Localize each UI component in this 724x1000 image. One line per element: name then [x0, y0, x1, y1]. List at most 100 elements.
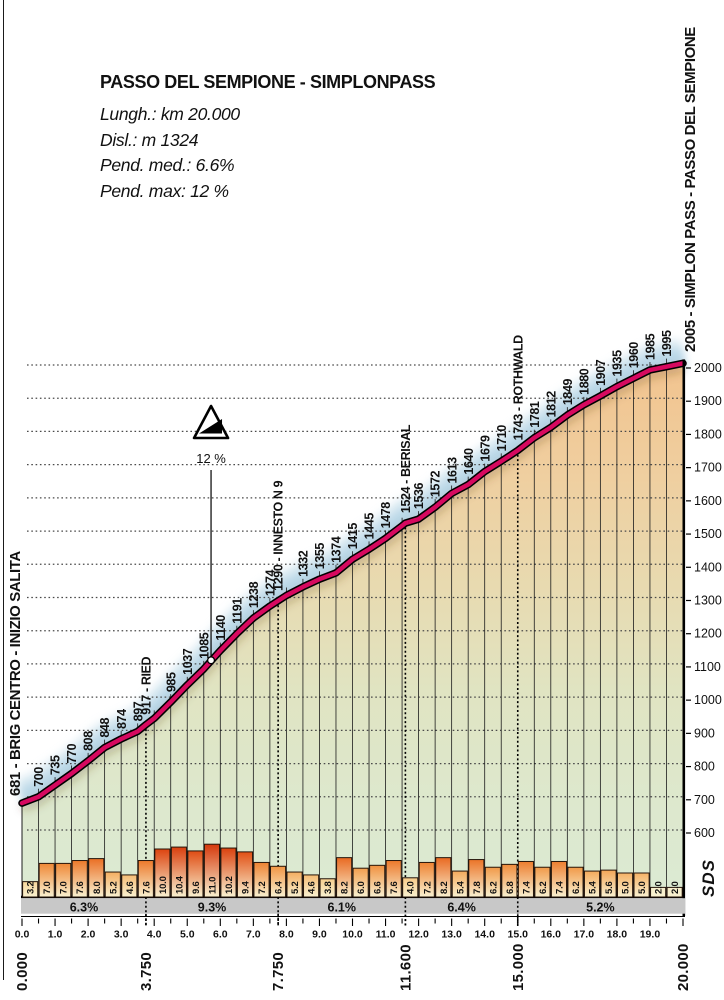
gradient-bar: [666, 886, 683, 898]
gradient-bar: [385, 860, 402, 898]
x-tick-label: 6.0: [213, 929, 228, 941]
gradient-bar: [567, 866, 584, 898]
stat-length: Lungh.: km 20.000: [100, 104, 240, 124]
x-tick-label: 15.0: [508, 929, 529, 941]
gradient-bar: [253, 861, 270, 898]
km-marker-label: 0.000: [14, 952, 31, 991]
bar-value-label: 3.2: [26, 881, 37, 894]
elevation-label: 848: [98, 718, 112, 738]
elevation-label: 897: [131, 701, 145, 721]
elevation-label: 735: [49, 755, 63, 775]
bar-value-label: 6.6: [373, 881, 384, 894]
header: PASSO DEL SEMPIONE - SIMPLONPASS Lungh.:…: [100, 72, 436, 204]
bar-value-label: 7.0: [42, 881, 53, 894]
gradient-bar: [88, 858, 105, 898]
bar-value-label: 2.0: [654, 881, 665, 894]
y-tick-label: 800: [694, 760, 715, 774]
elevation-label: 1710: [495, 425, 509, 452]
bar-value-label: 7.8: [472, 881, 483, 894]
elevation-label: 1743 - ROTHWALD: [511, 335, 525, 440]
elevation-label: 1781: [528, 401, 542, 428]
max-gradient-marker: 12 %: [192, 404, 230, 665]
elevation-label: 1478: [379, 502, 393, 529]
y-tick-label: 700: [694, 793, 715, 807]
bar-value-label: 5.6: [604, 881, 615, 894]
y-tick-label: 1400: [694, 560, 722, 574]
gradient-bar: [187, 850, 204, 898]
bar-value-label: 4.6: [125, 881, 136, 894]
x-tick-label: 13.0: [441, 929, 462, 941]
gradient-bar: [352, 867, 369, 898]
elevation-label: 1679: [478, 435, 492, 462]
page-title: PASSO DEL SEMPIONE - SIMPLONPASS: [100, 72, 436, 92]
gradient-bar: [38, 862, 55, 898]
gradient-bar: [418, 861, 435, 898]
y-tick-label: 1700: [694, 461, 722, 475]
section-label: 9.3%: [198, 901, 227, 915]
x-tick-label: 7.0: [246, 929, 261, 941]
elevation-label: 1985: [644, 333, 658, 360]
y-tick-label: 1200: [694, 627, 722, 641]
elevation-label: 1613: [445, 457, 459, 484]
stat-elevation-gain: Disl.: m 1324: [100, 129, 199, 150]
gradient-bar: [451, 870, 468, 898]
bar-value-label: 7.6: [141, 881, 152, 894]
x-tick-label: 11.0: [376, 929, 396, 941]
y-tick-label: 1600: [694, 494, 722, 508]
bar-value-label: 6.2: [538, 881, 549, 894]
elevation-label: 1995: [660, 330, 674, 357]
y-tick-label: 1000: [694, 693, 722, 707]
elevation-label: 700: [32, 767, 46, 787]
x-tick-label: 17.0: [574, 929, 595, 941]
elevation-label: 1415: [346, 523, 360, 550]
x-tick-label: 2.0: [81, 929, 96, 941]
bar-value-label: 2.0: [670, 881, 681, 894]
elevation-label: 1274: [263, 569, 277, 596]
gradient-bar: [203, 843, 220, 898]
gradient-bar: [435, 857, 452, 898]
x-tick-label: 4.0: [147, 929, 162, 941]
km-marker-label: 20.000: [675, 943, 692, 991]
x-tick-label: 0.0: [15, 929, 30, 941]
gradient-bar: [600, 869, 617, 898]
elevation-label: 770: [65, 743, 79, 763]
gradient-bar: [517, 860, 534, 898]
end-label: 2005 - SIMPLON PASS - PASSO DEL SEMPIONE: [682, 27, 699, 352]
x-tick-label: 16.0: [541, 929, 562, 941]
gradient-bar: [286, 871, 303, 898]
bar-value-label: 7.6: [75, 881, 86, 894]
elevation-label: 1332: [297, 550, 311, 577]
bar-value-label: 6.4: [274, 880, 285, 894]
bar-value-label: 7.6: [389, 881, 400, 894]
elevation-label: 1085: [197, 632, 211, 659]
y-tick-label: 2000: [694, 361, 722, 375]
elevation-label: 1374: [330, 536, 344, 563]
sds-logo: SDS: [699, 859, 718, 897]
elevation-label: 1238: [247, 581, 261, 608]
x-tick-label: 19.0: [640, 929, 661, 941]
elevation-label: 1140: [214, 615, 228, 641]
bar-value-label: 4.6: [307, 881, 318, 894]
x-tick-label: 5.0: [180, 929, 195, 941]
gradient-bar: [633, 872, 650, 898]
curve-glow: [18, 347, 685, 805]
bar-value-label: 8.2: [439, 881, 450, 894]
elevation-label: 1445: [363, 513, 377, 540]
gradient-bar: [170, 846, 187, 898]
gradient-bar: [617, 872, 634, 898]
climb-stats: Lungh.: km 20.000 Disl.: m 1324 Pend. me…: [100, 102, 435, 204]
elevation-label: 1960: [627, 342, 641, 369]
bar-value-label: 7.2: [257, 881, 268, 894]
bar-value-label: 5.4: [455, 880, 466, 894]
y-tick-label: 600: [694, 826, 715, 840]
km-marker-label: 15.000: [510, 943, 527, 991]
bar-value-label: 10.2: [224, 876, 235, 894]
curve-shadow: [20, 364, 684, 812]
bar-value-label: 8.2: [340, 881, 351, 894]
max-gradient-label: 12 %: [196, 451, 226, 466]
elevation-label: 1849: [561, 378, 575, 405]
section-label: 6.1%: [328, 901, 357, 915]
gradient-bar: [402, 877, 419, 898]
